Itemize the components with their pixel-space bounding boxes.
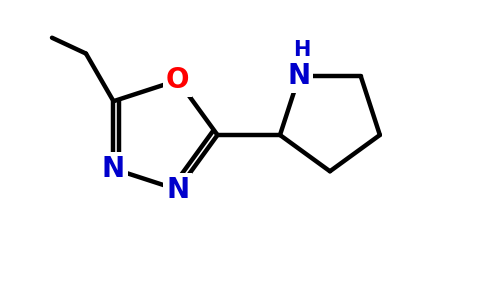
Text: N: N [166,176,189,204]
Text: H: H [293,40,310,60]
Text: N: N [287,62,311,90]
Text: N: N [102,155,125,183]
Text: O: O [166,66,190,94]
